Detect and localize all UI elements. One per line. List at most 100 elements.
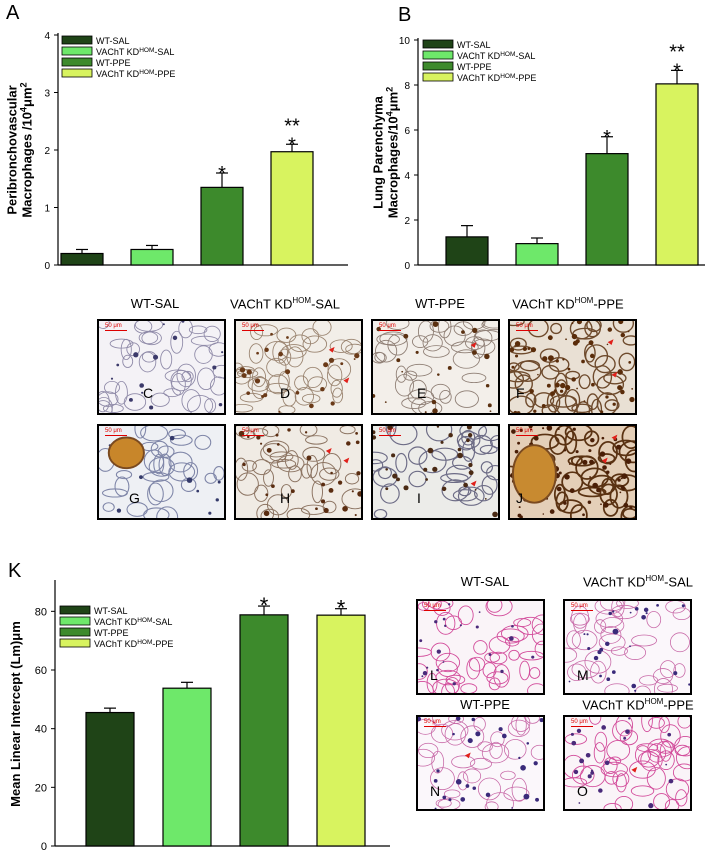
legend-swatch xyxy=(59,638,91,648)
y-tick-label: 0 xyxy=(404,261,410,272)
y-tick-label: 20 xyxy=(35,782,47,794)
scale-bar xyxy=(516,330,538,331)
scale-bar xyxy=(105,330,127,331)
bar xyxy=(130,248,174,266)
micrograph-tile: 50 μm D xyxy=(234,319,363,415)
significance-label: * xyxy=(673,60,681,82)
scale-bar xyxy=(424,610,446,611)
panel-letter-b: B xyxy=(398,4,412,26)
scale-bar-label: 50 μm xyxy=(379,323,396,329)
scale-bar xyxy=(571,726,593,727)
scale-bar xyxy=(105,435,127,436)
micrograph-letter: I xyxy=(417,490,421,506)
legend-label: VAChT KDHOM-PPE xyxy=(457,73,536,83)
significance-label: ** xyxy=(669,41,685,63)
y-tick-label: 6 xyxy=(404,126,410,137)
scale-bar-label: 50 μm xyxy=(571,603,588,609)
y-tick-label: 4 xyxy=(404,171,410,182)
scale-bar-label: 50 μm xyxy=(105,323,122,329)
scale-bar-label: 50 μm xyxy=(242,323,259,329)
legend-swatch xyxy=(59,627,91,637)
scale-bar xyxy=(242,330,264,331)
y-tick-label: 2 xyxy=(404,216,410,227)
bar xyxy=(85,711,135,847)
significance-label: * xyxy=(603,127,611,149)
significance-label: * xyxy=(337,596,346,621)
y-tick-label: 4 xyxy=(44,31,50,42)
scale-bar-label: 50 μm xyxy=(242,428,259,434)
panel-letter-a: A xyxy=(6,2,20,24)
legend-label: VAChT KDHOM-PPE xyxy=(94,639,173,649)
legend-label: VAChT KDHOM-SAL xyxy=(94,617,172,627)
significance-label: * xyxy=(288,134,296,156)
micrograph-tile: 50 μm H xyxy=(234,424,363,520)
scale-bar-label: 50 μm xyxy=(571,719,588,725)
significance-label: * xyxy=(260,593,269,618)
y-axis-label: Mean Linear Intercept (Lm)μm xyxy=(8,621,23,807)
micrograph-tile: 50 μm J xyxy=(508,424,637,520)
micrograph-letter: N xyxy=(430,783,441,799)
bar xyxy=(239,614,289,847)
micrograph-letter: E xyxy=(417,385,427,401)
legend-swatch xyxy=(422,50,454,60)
significance-label: ** xyxy=(284,115,300,137)
y-tick-label: 0 xyxy=(44,261,50,272)
legend-swatch xyxy=(61,35,93,45)
scale-bar xyxy=(242,435,264,436)
legend-swatch xyxy=(59,616,91,626)
micrograph-letter: J xyxy=(516,490,523,506)
bar xyxy=(270,151,314,266)
scale-bar-label: 50 μm xyxy=(424,603,441,609)
micrograph-letter: F xyxy=(516,385,525,401)
micrograph-header: WT-PPE xyxy=(460,697,510,712)
scale-bar-label: 50 μm xyxy=(105,428,122,434)
legend-label: WT-PPE xyxy=(457,62,492,72)
micrograph-tile: 50 μm N xyxy=(416,715,545,811)
legend-label: WT-PPE xyxy=(96,58,131,68)
micrograph-tile: 50 μm G xyxy=(97,424,226,520)
scale-bar xyxy=(516,435,538,436)
micrograph-header: WT-SAL xyxy=(460,574,510,589)
legend-label: WT-SAL xyxy=(96,36,130,46)
legend-label: WT-PPE xyxy=(94,628,129,638)
micrograph-letter: D xyxy=(280,385,291,401)
scale-bar xyxy=(571,610,593,611)
legend-label: WT-SAL xyxy=(457,40,491,50)
bar xyxy=(515,243,559,266)
micrograph-letter: C xyxy=(143,385,154,401)
legend-label: VAChT KDHOM-PPE xyxy=(96,69,175,79)
y-tick-label: 60 xyxy=(35,665,47,677)
micrograph-header: WT-PPE xyxy=(415,296,465,311)
micrograph-tile: 50 μm L xyxy=(416,599,545,695)
y-axis-label: PeribronchovascularMacrophages /104μm2 xyxy=(5,82,35,217)
micrograph-tile: 50 μm M xyxy=(563,599,692,695)
bar xyxy=(162,687,212,847)
scale-bar-label: 50 μm xyxy=(516,323,533,329)
micrograph-header: VAChT KDHOM-SAL xyxy=(230,296,340,312)
y-tick-label: 10 xyxy=(399,36,411,47)
scale-bar xyxy=(379,330,401,331)
micrograph-tile: 50 μm E xyxy=(371,319,500,415)
significance-label: * xyxy=(218,163,226,185)
chart-b: 0 2 4 6 8 10 Lung ParenchymaMacrophages/104μm2… xyxy=(371,36,705,272)
scale-bar-label: 50 μm xyxy=(424,719,441,725)
micrograph-letter: L xyxy=(430,667,438,683)
micrograph-header: VAChT KDHOM-PPE xyxy=(582,697,694,713)
bar xyxy=(585,153,629,266)
scale-bar-label: 50 μm xyxy=(516,428,533,434)
legend-swatch xyxy=(61,57,93,67)
bar xyxy=(60,252,104,266)
y-axis-label: Lung ParenchymaMacrophages/104μm2 xyxy=(371,87,401,219)
bar xyxy=(200,186,244,266)
y-tick-label: 40 xyxy=(35,724,47,736)
legend-swatch xyxy=(61,46,93,56)
micrograph-tile: 50 μm C xyxy=(97,319,226,415)
legend-swatch xyxy=(422,72,454,82)
micrograph-letter: O xyxy=(577,783,588,799)
legend-swatch xyxy=(422,61,454,71)
chart-a: 0 1 2 3 4 PeribronchovascularMacrophages /104… xyxy=(5,31,348,272)
chart-k: 0 20 40 60 80 Mean Linear Intercept (Lm)μm * * W… xyxy=(8,580,390,850)
micrograph-header: VAChT KDHOM-PPE xyxy=(512,296,624,312)
y-tick-label: 8 xyxy=(404,81,410,92)
scale-bar xyxy=(424,726,446,727)
